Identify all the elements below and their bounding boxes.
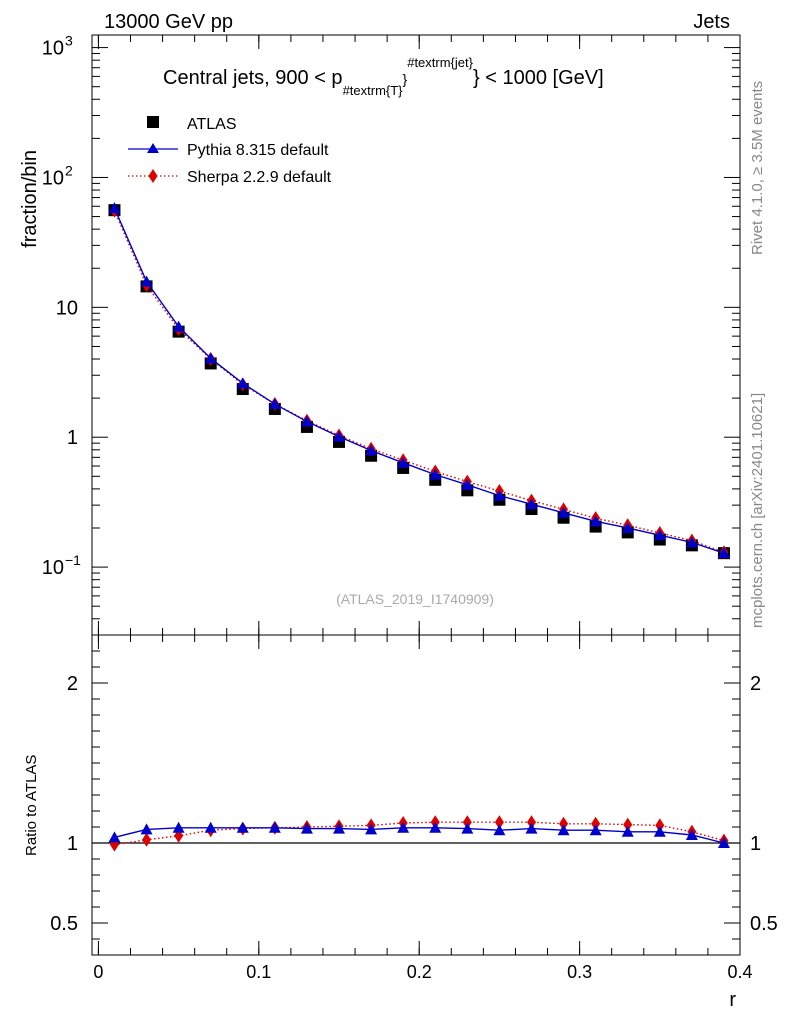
data-point-pythia <box>140 275 153 287</box>
ratio-point-pythia <box>685 829 698 840</box>
ratio-point-pythia <box>653 825 666 837</box>
data-point-pythia <box>172 320 185 332</box>
x-tick-label: 0.2 <box>407 962 432 982</box>
ratio-point-sherpa <box>623 817 633 832</box>
legend-label-sherpa: Sherpa 2.2.9 default <box>187 169 332 186</box>
data-point-pythia <box>365 444 378 456</box>
series-layer <box>108 202 730 852</box>
ratio-plot-frame <box>91 634 741 956</box>
y-tick-label-main: 10 <box>42 557 64 579</box>
data-point-pythia <box>461 478 474 490</box>
data-point-pythia <box>717 547 730 559</box>
ratio-point-pythia <box>172 821 185 833</box>
ratio-tick-label-left: 1 <box>67 833 78 855</box>
ratio-point-pythia <box>429 821 442 833</box>
rivet-label: Rivet 4.1.0, ≥ 3.5M events <box>749 81 766 255</box>
ratio-point-pythia <box>333 822 346 834</box>
ratio-point-pythia <box>397 821 410 833</box>
ratio-point-pythia <box>717 837 730 848</box>
data-point-pythia <box>108 202 121 214</box>
plot-title: Central jets, 900 < p#textrm{T}}#textrm{… <box>163 55 604 98</box>
ratio-point-sherpa <box>462 815 472 830</box>
y-tick-label-main: 10 <box>42 167 64 189</box>
analysis-id-label: (ATLAS_2019_I1740909) <box>336 591 494 607</box>
legend-marker-sherpa <box>148 169 158 183</box>
ratio-line-pythia <box>114 827 725 844</box>
ratio-point-sherpa <box>559 816 569 831</box>
plot-title-main: Central jets, 900 < p <box>163 67 343 89</box>
energy-label: 13000 GeV pp <box>104 11 233 33</box>
data-point-pythia <box>685 536 698 548</box>
data-point-pythia <box>557 506 570 518</box>
data-point-pythia <box>300 415 313 427</box>
data-point-pythia <box>653 529 666 541</box>
ratio-line-sherpa <box>114 821 725 846</box>
legend-label-atlas: ATLAS <box>187 116 237 133</box>
ratio-tick-label-right: 0.5 <box>750 913 778 935</box>
x-tick-label: 0 <box>93 962 103 982</box>
ratio-tick-label-left: 0.5 <box>50 913 78 935</box>
x-axis-label: r <box>729 989 736 1011</box>
data-point-pythia <box>204 352 217 364</box>
ratio-point-pythia <box>589 824 602 836</box>
data-point-pythia <box>236 377 249 389</box>
y-axis-label-main: fraction/bin <box>19 150 41 248</box>
ratio-tick-label-left: 2 <box>67 673 78 695</box>
y-tick-exponent-main: −1 <box>65 552 81 568</box>
ratio-point-sherpa <box>494 815 504 830</box>
ratio-tick-label-right: 1 <box>750 833 761 855</box>
legend-label-pythia: Pythia 8.315 default <box>187 142 329 159</box>
ratio-point-pythia <box>461 822 474 834</box>
series-line-sherpa <box>113 210 725 553</box>
category-label: Jets <box>693 11 730 33</box>
y-axis-label-ratio: Ratio to ATLAS <box>23 755 40 856</box>
y-tick-label-main: 10 <box>42 38 64 60</box>
y-tick-exponent-main: 3 <box>65 33 73 49</box>
data-point-pythia <box>621 521 634 533</box>
ratio-point-pythia <box>557 824 570 836</box>
x-tick-label: 0.1 <box>246 962 271 982</box>
ratio-point-pythia <box>365 823 378 835</box>
ratio-point-sherpa <box>142 832 152 847</box>
data-point-pythia <box>333 430 346 442</box>
ratio-point-pythia <box>140 823 153 835</box>
data-point-pythia <box>493 489 506 501</box>
legend: ATLAS Pythia 8.315 default Sherpa 2.2.9 … <box>128 116 332 186</box>
data-point-pythia <box>397 456 410 468</box>
plot-title-tail: } < 1000 [GeV] <box>473 67 604 89</box>
ratio-point-pythia <box>204 821 217 833</box>
ratio-point-pythia <box>108 831 121 843</box>
y-tick-label-main: 10 <box>56 297 78 319</box>
data-point-pythia <box>589 515 602 527</box>
ratio-point-pythia <box>493 824 506 836</box>
series-line-pythia <box>113 207 725 554</box>
ratio-point-pythia <box>236 821 249 833</box>
ratio-point-sherpa <box>591 816 601 831</box>
ratio-tick-label-right: 2 <box>750 673 761 695</box>
legend-marker-pythia <box>147 143 159 153</box>
ratio-point-pythia <box>621 825 634 837</box>
ratio-point-pythia <box>300 822 313 834</box>
data-point-pythia <box>525 498 538 510</box>
ratio-point-sherpa <box>526 815 536 830</box>
legend-marker-atlas <box>147 116 159 128</box>
data-point-pythia <box>429 468 442 480</box>
ratio-point-sherpa <box>655 818 665 833</box>
y-tick-exponent-main: 2 <box>65 162 73 178</box>
ratio-point-pythia <box>268 821 281 833</box>
x-tick-label: 0.4 <box>727 962 752 982</box>
mcplots-label: mcplots.cern.ch [arXiv:2401.10621] <box>749 393 766 628</box>
y-tick-label-main: 1 <box>67 427 78 449</box>
x-tick-label: 0.3 <box>567 962 592 982</box>
plot-title-brace: } <box>403 71 408 87</box>
plot-title-sup: #textrm{jet} <box>407 55 473 70</box>
plot-title-sub: #textrm{T} <box>343 83 404 98</box>
ratio-point-pythia <box>525 822 538 834</box>
data-point-pythia <box>268 398 281 410</box>
